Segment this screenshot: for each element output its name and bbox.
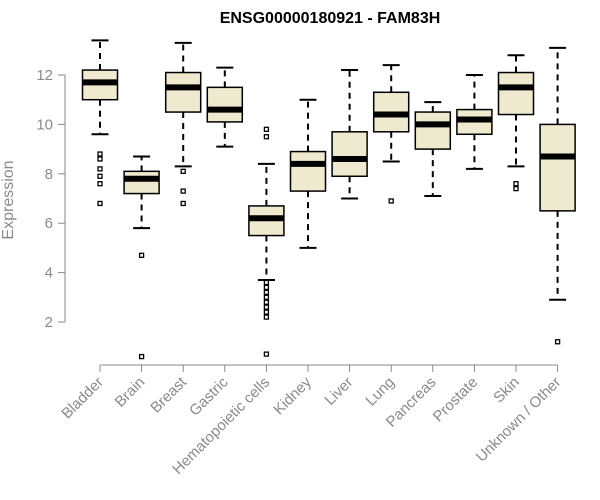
x-tick-label: Prostate [430,374,482,426]
box-bladder [81,39,119,207]
outlier-point [97,173,103,179]
y-tick-label: 6 [45,215,53,232]
outlier-point [180,188,186,194]
box-breast [164,41,202,207]
outlier-point [138,353,145,360]
outlier-point [263,309,270,315]
outlier-point [263,126,270,132]
outlier-point [180,200,186,207]
box-lung [372,64,410,204]
box-prostate [456,74,493,170]
box-unknown-other [539,46,576,345]
outlier-point [513,181,519,187]
box-liver [331,69,368,200]
y-tick-label: 12 [36,67,53,84]
x-tick-label: Liver [321,374,356,409]
iqr-box [414,111,452,150]
box-hematopoietic-cells [248,126,285,357]
iqr-box [123,170,160,195]
iqr-box [539,123,576,212]
outlier-point [263,304,270,310]
box-gastric [206,66,244,148]
outlier-point [263,284,270,291]
outlier-point [97,166,103,172]
outlier-point [513,185,519,192]
outlier-point [388,198,394,204]
outlier-point [263,134,270,140]
y-axis-label: Expression [0,160,17,239]
x-tick-label: Kidney [270,373,315,418]
outlier-point [263,294,270,300]
iqr-box [164,71,202,113]
x-tick-label: Brain [112,374,149,411]
iqr-box [206,86,244,123]
boxes-group [81,39,576,360]
outlier-point [97,151,103,157]
outlier-point [263,351,270,357]
y-axis: 2 4 6 8 10 12 [36,67,66,331]
box-pancreas [414,101,452,198]
y-tick-label: 2 [45,314,53,331]
outlier-point [97,181,103,187]
x-tick-label: Skin [490,374,523,407]
box-kidney [289,98,327,249]
iqr-box [497,71,535,116]
outlier-point [97,156,103,162]
y-tick-label: 4 [45,265,53,282]
box-brain [123,155,160,360]
x-tick-label: Bladder [58,374,107,423]
outlier-point [263,289,270,296]
outlier-point [554,339,561,345]
outlier-point [263,314,270,320]
chart-title: ENSG00000180921 - FAM83H [220,10,441,27]
iqr-box [289,150,327,192]
outlier-point [263,279,270,286]
y-tick-label: 10 [36,116,53,133]
y-tick-label: 8 [45,166,53,183]
x-tick-label: Breast [147,373,190,416]
outlier-point [180,168,186,174]
x-tick-label: Lung [362,374,398,410]
outlier-point [138,252,145,258]
iqr-box [331,131,368,178]
box-skin [497,54,535,192]
outlier-point [263,299,270,305]
outlier-point [97,200,103,207]
